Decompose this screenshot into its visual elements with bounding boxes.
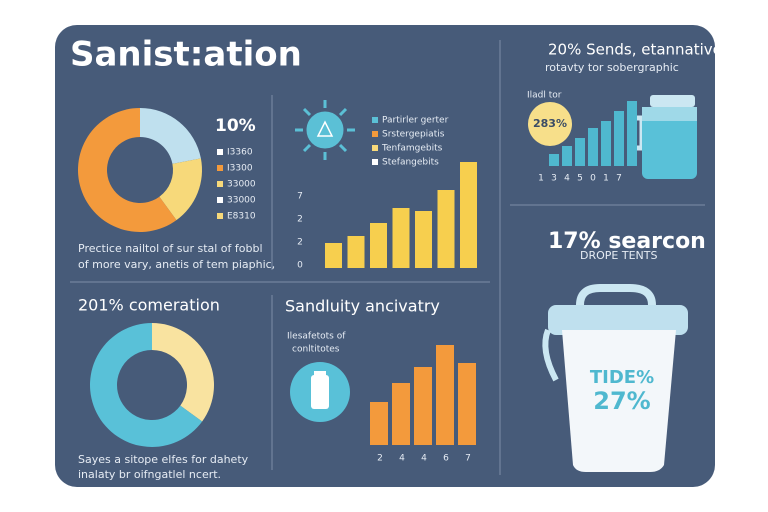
legend-swatch: [372, 159, 378, 165]
heading: 20% Sends, etannative: [548, 41, 722, 59]
legend-label: Stefangebits: [382, 158, 439, 168]
bar: [392, 208, 410, 268]
bar: [436, 345, 454, 445]
label: 10%: [215, 116, 256, 136]
subheading: rotavty tor sobergraphic: [545, 61, 679, 74]
heading: 17% searcon: [548, 229, 706, 254]
axis-label: 2: [297, 238, 303, 248]
bucket-icon: [542, 284, 688, 472]
legend-swatch: [217, 165, 223, 171]
axis-label: 0: [297, 261, 303, 271]
axis-label: 5: [577, 174, 583, 184]
bar: [415, 211, 432, 268]
axis-label: 2: [297, 215, 303, 225]
legend-swatch: [372, 117, 378, 123]
badge: [528, 102, 572, 146]
axis-label: 7: [616, 174, 622, 184]
donut-segment: [77, 108, 177, 232]
legend-label: Srstergepiatis: [382, 130, 445, 140]
legend-swatch: [217, 149, 223, 155]
axis-label: 3: [551, 174, 557, 184]
axis-label: 1: [538, 174, 544, 184]
bar: [549, 154, 559, 166]
legend-swatch: [217, 181, 223, 187]
bar: [588, 128, 598, 166]
donut-segment: [152, 323, 214, 422]
legend-swatch: [372, 131, 378, 137]
caption: Prectice nailtol of sur stal of fobbl: [78, 242, 263, 255]
bar: [414, 367, 432, 445]
bar: [562, 146, 572, 166]
axis-label: 7: [465, 454, 471, 464]
axis-label: 0: [590, 174, 596, 184]
legend-label: Tenfamgebits: [381, 144, 443, 154]
bar: [347, 236, 365, 268]
cup-icon: [290, 362, 350, 422]
bar: [614, 111, 624, 166]
donut-segment: [89, 323, 203, 447]
title: Sanist:ation: [70, 35, 302, 75]
bucket-text: TIDE%: [590, 367, 654, 388]
caption: of more vary, anetis of tem piaphic,: [78, 258, 275, 271]
subheading: DROPE TENTS: [580, 249, 657, 262]
label: Iladl tor: [527, 91, 562, 101]
legend-label: 33000: [227, 180, 256, 190]
bar: [437, 190, 455, 268]
legend-label: I3360: [227, 148, 253, 158]
legend-swatch: [217, 213, 223, 219]
bar: [370, 402, 388, 445]
bar: [460, 162, 477, 268]
bar: [601, 121, 611, 166]
legend-label: Partirler gerter: [382, 116, 449, 126]
heading: 201% comeration: [78, 296, 220, 315]
bar: [575, 138, 585, 166]
sun-icon: [295, 100, 355, 160]
heading: Sandluity ancivatry: [285, 297, 440, 316]
bar: [627, 101, 637, 166]
donut-segment: [159, 158, 202, 221]
donut-segment: [140, 108, 201, 164]
legend-label: E8310: [227, 212, 256, 222]
caption: inalaty br oifngatlel ncert.: [78, 468, 221, 481]
axis-label: 1: [603, 174, 609, 184]
bar: [458, 363, 476, 445]
axis-label: 4: [399, 454, 405, 464]
note: Ilesafetots of: [287, 332, 346, 342]
legend-label: I3300: [227, 164, 253, 174]
bar: [392, 383, 410, 445]
axis-label: 2: [377, 454, 383, 464]
legend-swatch: [372, 145, 378, 151]
legend-label: 33000: [227, 196, 256, 206]
bucket-text: 27%: [593, 387, 650, 415]
bar: [325, 243, 342, 268]
badge-text: 283%: [533, 117, 567, 130]
legend-swatch: [217, 197, 223, 203]
axis-label: 7: [297, 192, 303, 202]
axis-label: 4: [421, 454, 427, 464]
caption: Sayes a sitope elfes for dahety: [78, 453, 249, 466]
note: conltitotes: [292, 345, 340, 355]
axis-label: 6: [443, 454, 449, 464]
bar: [370, 223, 387, 268]
axis-label: 4: [564, 174, 570, 184]
